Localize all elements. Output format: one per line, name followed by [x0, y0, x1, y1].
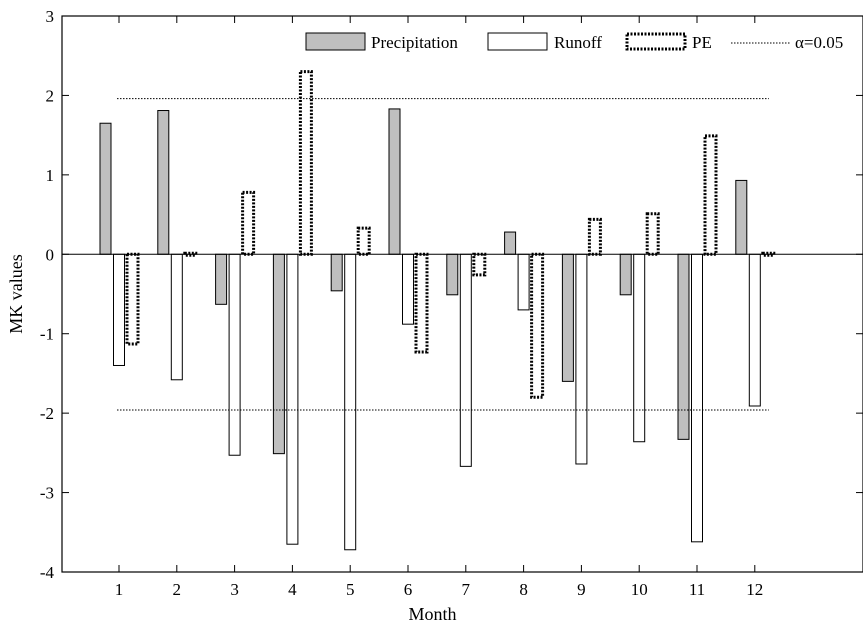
- bar-runoff-month-6: [402, 253, 414, 325]
- bar-pe-month-6: [414, 252, 429, 354]
- legend-swatch-pe: [625, 32, 687, 51]
- bar-precipitation-month-9: [561, 253, 574, 382]
- bar-runoff-month-2: [170, 253, 183, 381]
- bar-runoff-month-11: [691, 253, 703, 543]
- bar-precipitation-month-1: [99, 122, 112, 255]
- bar-runoff-month-1: [113, 253, 125, 366]
- x-tick-label: 7: [462, 580, 471, 599]
- x-tick-label: 5: [346, 580, 355, 599]
- bar-runoff-month-12: [748, 253, 761, 407]
- bar-pe-month-3: [241, 190, 256, 256]
- y-tick-label: -3: [40, 484, 54, 503]
- x-tick-label: 9: [577, 580, 586, 599]
- x-tick-label: 4: [288, 580, 297, 599]
- y-tick-label: -2: [40, 404, 54, 423]
- y-tick-label: -4: [40, 563, 55, 582]
- bar-precipitation-month-7: [446, 253, 459, 296]
- y-tick-label: 2: [46, 86, 55, 105]
- bar-runoff-month-5: [344, 253, 357, 551]
- bar-precipitation-month-5: [330, 253, 343, 292]
- bar-precipitation-month-3: [215, 253, 228, 305]
- legend-label-pe: PE: [692, 33, 712, 52]
- reference-lines: [117, 98, 769, 411]
- bar-runoff-month-10: [633, 253, 646, 443]
- y-tick-label: 0: [46, 245, 55, 264]
- bar-pe-month-5: [356, 226, 371, 256]
- bar-pe-month-1: [125, 252, 140, 346]
- x-tick-label: 3: [230, 580, 239, 599]
- bar-pe-month-7: [472, 252, 487, 277]
- legend-label-alpha: α=0.05: [795, 33, 843, 52]
- bar-runoff-month-9: [575, 253, 588, 465]
- x-tick-label: 2: [173, 580, 182, 599]
- bar-runoff-month-7: [459, 253, 472, 467]
- bar-precipitation-month-6: [388, 108, 401, 255]
- y-tick-label: 3: [46, 7, 55, 26]
- y-axis-label: MK values: [6, 254, 26, 334]
- legend: Precipitation Runoff PE α=0.05: [305, 32, 843, 52]
- x-axis-label: Month: [408, 604, 456, 624]
- x-tick-label: 11: [689, 580, 705, 599]
- x-tick-label: 10: [631, 580, 648, 599]
- x-tick-label: 6: [404, 580, 413, 599]
- bar-pe-month-8: [530, 252, 545, 399]
- bar-runoff-month-8: [517, 253, 530, 311]
- legend-label-runoff: Runoff: [554, 33, 602, 52]
- bars-layer: [99, 70, 776, 551]
- bar-pe-month-10: [645, 212, 660, 256]
- x-tick-label: 12: [746, 580, 763, 599]
- bar-precipitation-month-11: [677, 253, 690, 440]
- bar-precipitation-month-10: [619, 253, 632, 296]
- legend-swatch-runoff: [487, 32, 548, 51]
- bar-precipitation-month-4: [272, 253, 285, 455]
- y-tick-label: -1: [40, 325, 54, 344]
- bar-runoff-month-3: [228, 253, 241, 456]
- y-tick-label: 1: [46, 166, 55, 185]
- bar-pe-month-11: [703, 134, 718, 256]
- plot-frame: [61, 15, 863, 573]
- bar-precipitation-month-12: [735, 179, 748, 255]
- bar-runoff-month-4: [286, 253, 299, 545]
- x-tick-label: 1: [115, 580, 124, 599]
- bar-precipitation-month-2: [157, 110, 170, 255]
- legend-label-precipitation: Precipitation: [371, 33, 458, 52]
- bar-precipitation-month-8: [504, 231, 517, 255]
- axes-layer: [61, 15, 863, 573]
- x-tick-label: 8: [519, 580, 528, 599]
- legend-swatch-precipitation: [305, 32, 366, 51]
- bar-pe-month-4: [298, 70, 313, 256]
- bar-pe-month-9: [587, 217, 602, 256]
